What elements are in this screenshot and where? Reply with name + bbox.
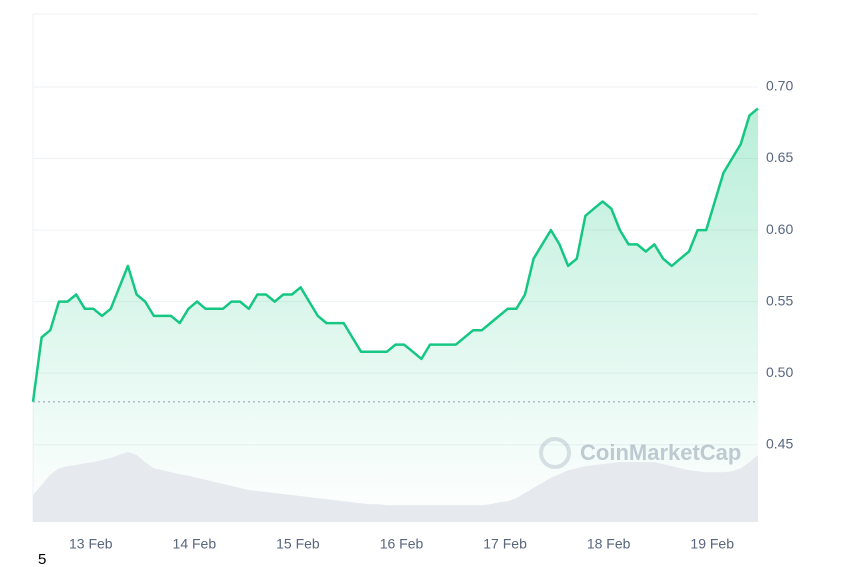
y-tick-label: 0.45: [766, 435, 793, 451]
price-area: [33, 108, 758, 523]
x-tick-label: 17 Feb: [483, 536, 527, 552]
y-tick-label: 0.60: [766, 221, 793, 237]
x-tick-label: 13 Feb: [69, 536, 113, 552]
x-tick-label: 14 Feb: [173, 536, 217, 552]
x-tick-label: 15 Feb: [276, 536, 320, 552]
x-tick-label: 18 Feb: [587, 536, 631, 552]
price-line: [31, 107, 759, 402]
y-tick-label: 0.70: [766, 78, 793, 94]
footnote: 5: [38, 551, 46, 567]
y-tick-label: 0.50: [766, 364, 793, 380]
y-tick-label: 0.55: [766, 292, 793, 308]
y-tick-label: 0.65: [766, 149, 793, 165]
x-tick-label: 19 Feb: [690, 536, 734, 552]
x-tick-label: 16 Feb: [380, 536, 424, 552]
volume-area: [33, 451, 758, 522]
